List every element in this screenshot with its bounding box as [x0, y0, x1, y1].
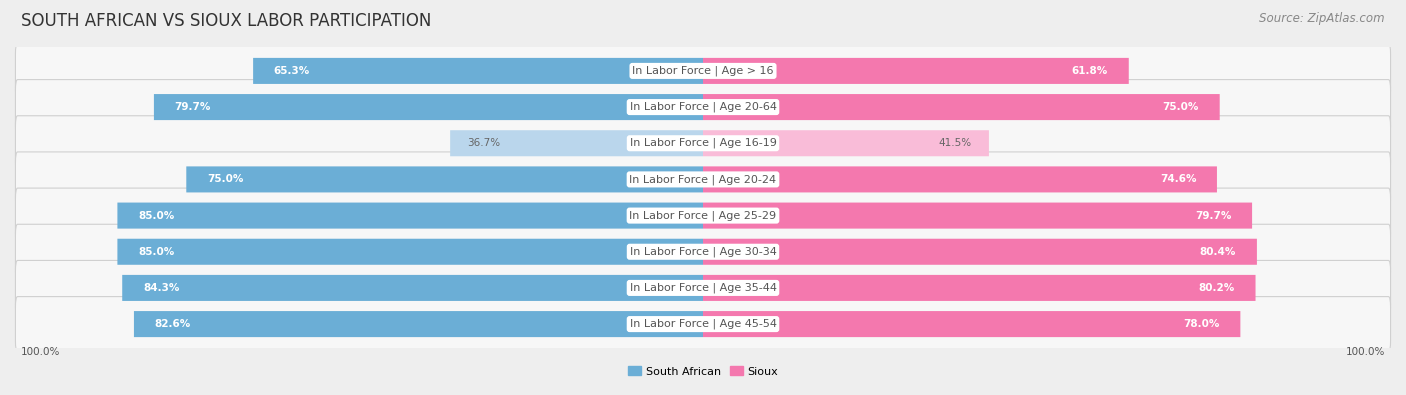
- Text: 85.0%: 85.0%: [138, 211, 174, 220]
- FancyBboxPatch shape: [450, 130, 703, 156]
- Text: 75.0%: 75.0%: [207, 175, 243, 184]
- Text: 82.6%: 82.6%: [155, 319, 191, 329]
- Text: In Labor Force | Age 20-64: In Labor Force | Age 20-64: [630, 102, 776, 112]
- FancyBboxPatch shape: [703, 166, 1218, 192]
- Text: 100.0%: 100.0%: [1346, 346, 1385, 357]
- FancyBboxPatch shape: [134, 311, 703, 337]
- Text: 61.8%: 61.8%: [1071, 66, 1108, 76]
- FancyBboxPatch shape: [703, 203, 1253, 229]
- Text: 41.5%: 41.5%: [939, 138, 972, 148]
- FancyBboxPatch shape: [15, 260, 1391, 316]
- FancyBboxPatch shape: [15, 116, 1391, 171]
- Text: 78.0%: 78.0%: [1184, 319, 1219, 329]
- FancyBboxPatch shape: [15, 152, 1391, 207]
- Text: In Labor Force | Age 35-44: In Labor Force | Age 35-44: [630, 283, 776, 293]
- FancyBboxPatch shape: [703, 58, 1129, 84]
- FancyBboxPatch shape: [703, 275, 1256, 301]
- Text: In Labor Force | Age 30-34: In Labor Force | Age 30-34: [630, 246, 776, 257]
- Text: 79.7%: 79.7%: [174, 102, 211, 112]
- FancyBboxPatch shape: [253, 58, 703, 84]
- Text: 36.7%: 36.7%: [467, 138, 501, 148]
- FancyBboxPatch shape: [703, 311, 1240, 337]
- FancyBboxPatch shape: [153, 94, 703, 120]
- FancyBboxPatch shape: [15, 297, 1391, 352]
- Legend: South African, Sioux: South African, Sioux: [623, 362, 783, 381]
- Text: 80.2%: 80.2%: [1198, 283, 1234, 293]
- FancyBboxPatch shape: [15, 224, 1391, 279]
- Text: In Labor Force | Age > 16: In Labor Force | Age > 16: [633, 66, 773, 76]
- FancyBboxPatch shape: [703, 94, 1219, 120]
- Text: In Labor Force | Age 20-24: In Labor Force | Age 20-24: [630, 174, 776, 185]
- FancyBboxPatch shape: [703, 130, 988, 156]
- Text: 79.7%: 79.7%: [1195, 211, 1232, 220]
- FancyBboxPatch shape: [186, 166, 703, 192]
- Text: In Labor Force | Age 25-29: In Labor Force | Age 25-29: [630, 210, 776, 221]
- Text: 80.4%: 80.4%: [1199, 247, 1236, 257]
- Text: Source: ZipAtlas.com: Source: ZipAtlas.com: [1260, 12, 1385, 25]
- FancyBboxPatch shape: [122, 275, 703, 301]
- Text: In Labor Force | Age 45-54: In Labor Force | Age 45-54: [630, 319, 776, 329]
- FancyBboxPatch shape: [15, 43, 1391, 98]
- FancyBboxPatch shape: [117, 203, 703, 229]
- Text: 65.3%: 65.3%: [274, 66, 311, 76]
- Text: 100.0%: 100.0%: [21, 346, 60, 357]
- Text: 74.6%: 74.6%: [1160, 175, 1197, 184]
- FancyBboxPatch shape: [117, 239, 703, 265]
- FancyBboxPatch shape: [15, 79, 1391, 135]
- Text: 85.0%: 85.0%: [138, 247, 174, 257]
- Text: 75.0%: 75.0%: [1163, 102, 1199, 112]
- Text: In Labor Force | Age 16-19: In Labor Force | Age 16-19: [630, 138, 776, 149]
- FancyBboxPatch shape: [15, 188, 1391, 243]
- FancyBboxPatch shape: [703, 239, 1257, 265]
- Text: SOUTH AFRICAN VS SIOUX LABOR PARTICIPATION: SOUTH AFRICAN VS SIOUX LABOR PARTICIPATI…: [21, 12, 432, 30]
- Text: 84.3%: 84.3%: [143, 283, 180, 293]
